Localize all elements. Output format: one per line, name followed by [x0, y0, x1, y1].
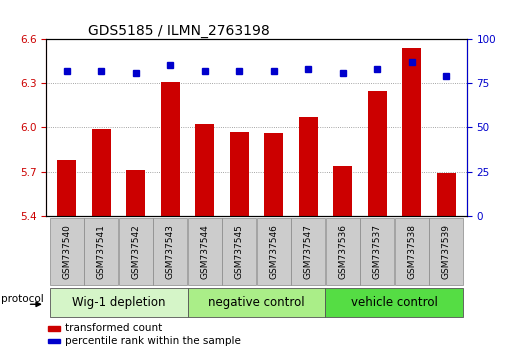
Bar	[368, 91, 387, 354]
Bar	[57, 160, 76, 354]
Text: GSM737538: GSM737538	[407, 224, 416, 279]
Text: transformed count: transformed count	[65, 324, 162, 333]
FancyBboxPatch shape	[119, 218, 153, 285]
FancyBboxPatch shape	[256, 218, 291, 285]
Text: GSM737545: GSM737545	[235, 224, 244, 279]
FancyBboxPatch shape	[188, 218, 222, 285]
Bar	[299, 117, 318, 354]
Bar	[195, 125, 214, 354]
Text: percentile rank within the sample: percentile rank within the sample	[65, 336, 241, 346]
Bar	[402, 48, 421, 354]
FancyBboxPatch shape	[394, 218, 429, 285]
FancyBboxPatch shape	[325, 288, 463, 317]
FancyBboxPatch shape	[222, 218, 256, 285]
Text: protocol: protocol	[1, 294, 44, 304]
Bar	[230, 132, 249, 354]
Text: GDS5185 / ILMN_2763198: GDS5185 / ILMN_2763198	[88, 24, 270, 38]
Bar	[264, 133, 283, 354]
Bar	[48, 339, 60, 343]
Text: Wig-1 depletion: Wig-1 depletion	[72, 296, 165, 309]
Text: GSM737542: GSM737542	[131, 224, 141, 279]
Text: GSM737537: GSM737537	[372, 224, 382, 279]
Text: GSM737544: GSM737544	[200, 224, 209, 279]
FancyBboxPatch shape	[291, 218, 325, 285]
Text: GSM737536: GSM737536	[338, 224, 347, 279]
Text: negative control: negative control	[208, 296, 305, 309]
Bar	[161, 82, 180, 354]
Text: GSM737547: GSM737547	[304, 224, 313, 279]
Text: GSM737540: GSM737540	[63, 224, 71, 279]
FancyBboxPatch shape	[188, 288, 325, 317]
Bar	[126, 170, 145, 354]
FancyBboxPatch shape	[360, 218, 394, 285]
FancyBboxPatch shape	[326, 218, 360, 285]
Text: GSM737541: GSM737541	[97, 224, 106, 279]
FancyBboxPatch shape	[50, 288, 188, 317]
Text: vehicle control: vehicle control	[351, 296, 438, 309]
FancyBboxPatch shape	[429, 218, 463, 285]
Bar	[92, 129, 111, 354]
FancyBboxPatch shape	[84, 218, 119, 285]
FancyBboxPatch shape	[153, 218, 187, 285]
Bar	[48, 326, 60, 331]
Bar	[437, 173, 456, 354]
Bar	[333, 166, 352, 354]
Text: GSM737543: GSM737543	[166, 224, 175, 279]
FancyBboxPatch shape	[50, 218, 84, 285]
Text: GSM737546: GSM737546	[269, 224, 278, 279]
Text: GSM737539: GSM737539	[442, 224, 450, 279]
